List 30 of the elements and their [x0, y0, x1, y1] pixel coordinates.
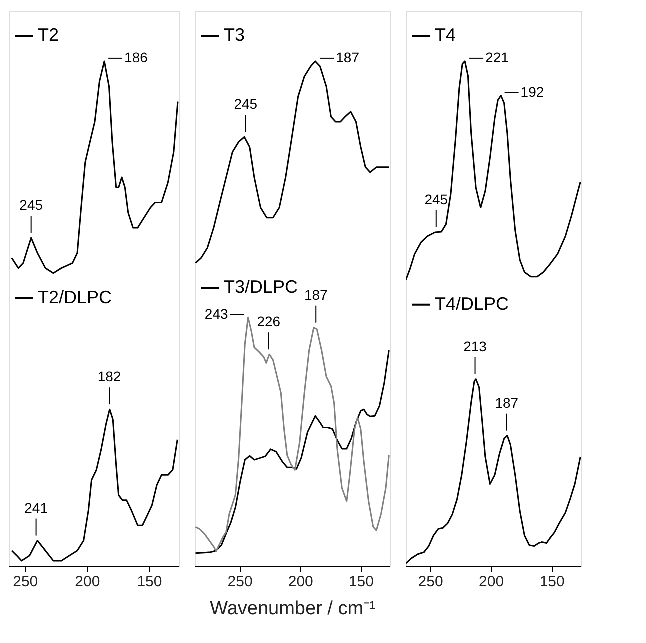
legend-label: T3	[224, 24, 246, 45]
x-tick-label: 250	[228, 574, 253, 590]
legend-label: T4/DLPC	[435, 294, 510, 314]
legend-label: T4	[435, 24, 456, 45]
x-axis-title: Wavenumber / cm⁻¹	[210, 598, 376, 620]
annotation: 187	[495, 394, 519, 411]
annotation: 245	[424, 191, 448, 208]
annotation: 241	[24, 500, 48, 516]
legend-label: T2	[38, 24, 60, 45]
annotation: 213	[464, 338, 488, 354]
annotation: 245	[234, 96, 258, 112]
annotation: 186	[124, 49, 148, 66]
x-tick-label: 250	[418, 574, 444, 590]
x-tick-label: 150	[348, 574, 374, 590]
x-tick-label: 150	[137, 574, 162, 590]
annotation: 182	[98, 368, 122, 385]
x-tick-label: 250	[13, 574, 38, 590]
annotation: 187	[336, 49, 360, 66]
x-tick-label: 200	[479, 574, 504, 590]
annotation: 221	[486, 49, 510, 66]
legend-label: T3/DLPC	[224, 277, 298, 298]
x-tick-label: 200	[75, 574, 100, 590]
x-tick-label: 150	[540, 574, 565, 590]
annotation: 187	[304, 286, 328, 303]
legend-label: T2/DLPC	[38, 287, 112, 308]
annotation: 192	[520, 84, 544, 100]
annotation: 226	[257, 314, 281, 330]
x-tick-label: 200	[288, 574, 314, 590]
annotation: 243	[204, 306, 229, 322]
annotation: 245	[20, 197, 44, 214]
